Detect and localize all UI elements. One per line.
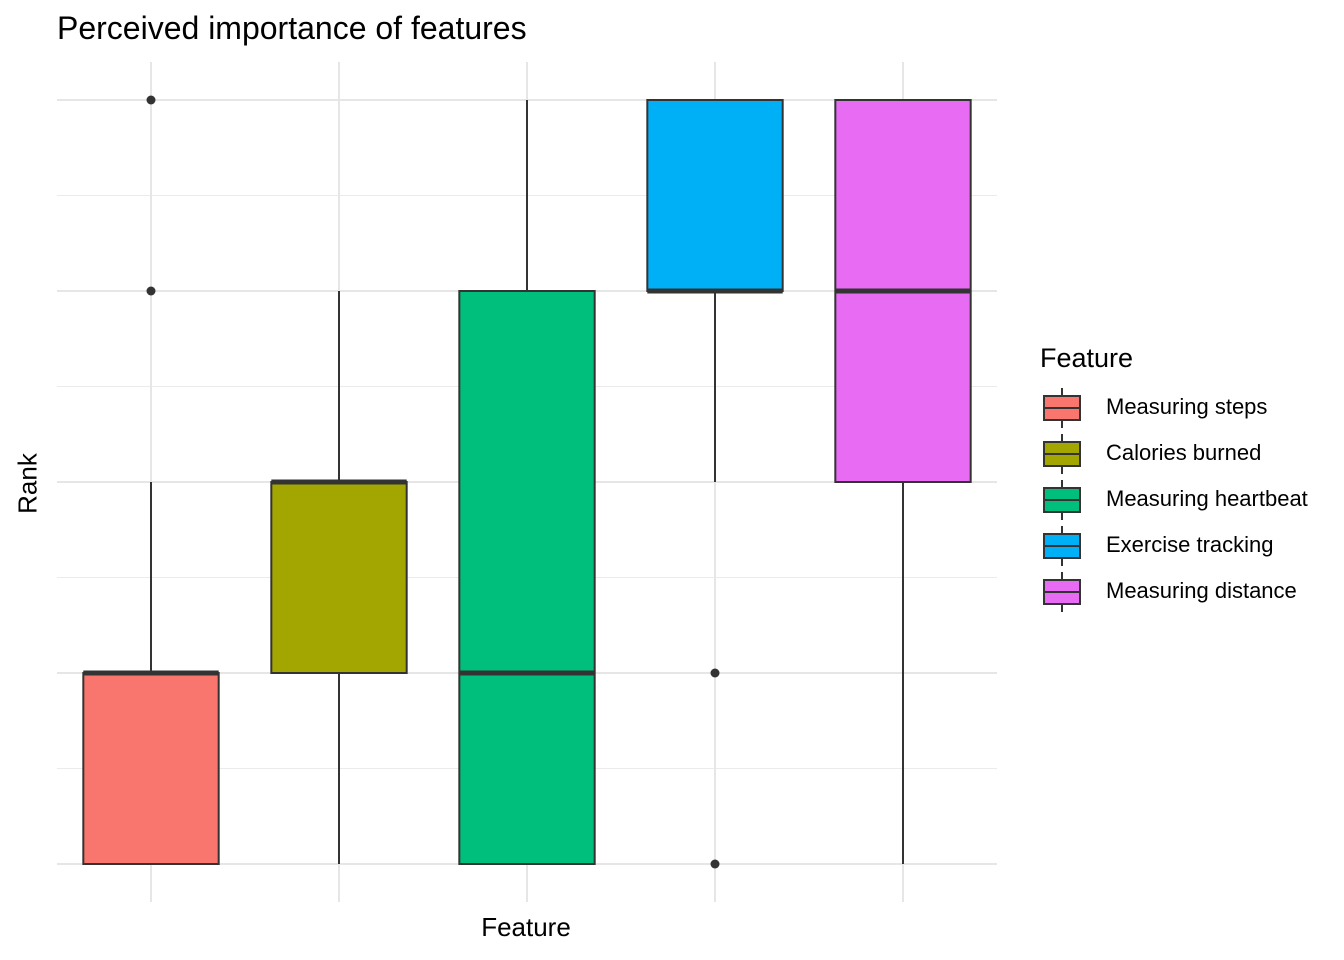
legend-key [1043, 480, 1081, 520]
outlier-point [710, 668, 720, 678]
legend-key [1043, 572, 1081, 612]
box-body [646, 99, 784, 292]
legend-item: Calories burned [1040, 434, 1261, 480]
x-axis-label: Feature [481, 912, 571, 942]
legend-title: Feature [1040, 343, 1134, 373]
legend-label: Exercise tracking [1106, 532, 1274, 557]
chart-title: Perceived importance of features [57, 10, 527, 46]
boxplot-layer [82, 95, 972, 869]
legend-item: Measuring steps [1040, 388, 1267, 434]
outlier-point [146, 286, 156, 296]
box-measuring-distance [834, 99, 972, 864]
box-measuring-heartbeat [458, 100, 596, 865]
box-body [458, 290, 596, 865]
legend-key [1043, 526, 1081, 566]
box-body [270, 481, 408, 674]
box-measuring-steps [82, 95, 220, 865]
legend-key [1043, 388, 1081, 428]
box-calories-burned [270, 291, 408, 864]
legend-item: Measuring distance [1040, 572, 1297, 618]
y-axis-label: Rank [12, 453, 43, 514]
legend-key [1043, 434, 1081, 474]
outlier-point [710, 859, 720, 869]
legend-item: Exercise tracking [1040, 526, 1274, 572]
legend-label: Measuring steps [1106, 394, 1268, 419]
legend-item: Measuring heartbeat [1040, 480, 1308, 526]
legend: Feature Measuring steps Calories burned Me… [1040, 343, 1308, 618]
legend-label: Calories burned [1106, 440, 1262, 465]
outlier-point [146, 95, 156, 105]
box-exercise-tracking [646, 99, 784, 869]
legend-label: Measuring heartbeat [1106, 486, 1308, 511]
box-body [82, 672, 220, 865]
legend-label: Measuring distance [1106, 578, 1297, 603]
